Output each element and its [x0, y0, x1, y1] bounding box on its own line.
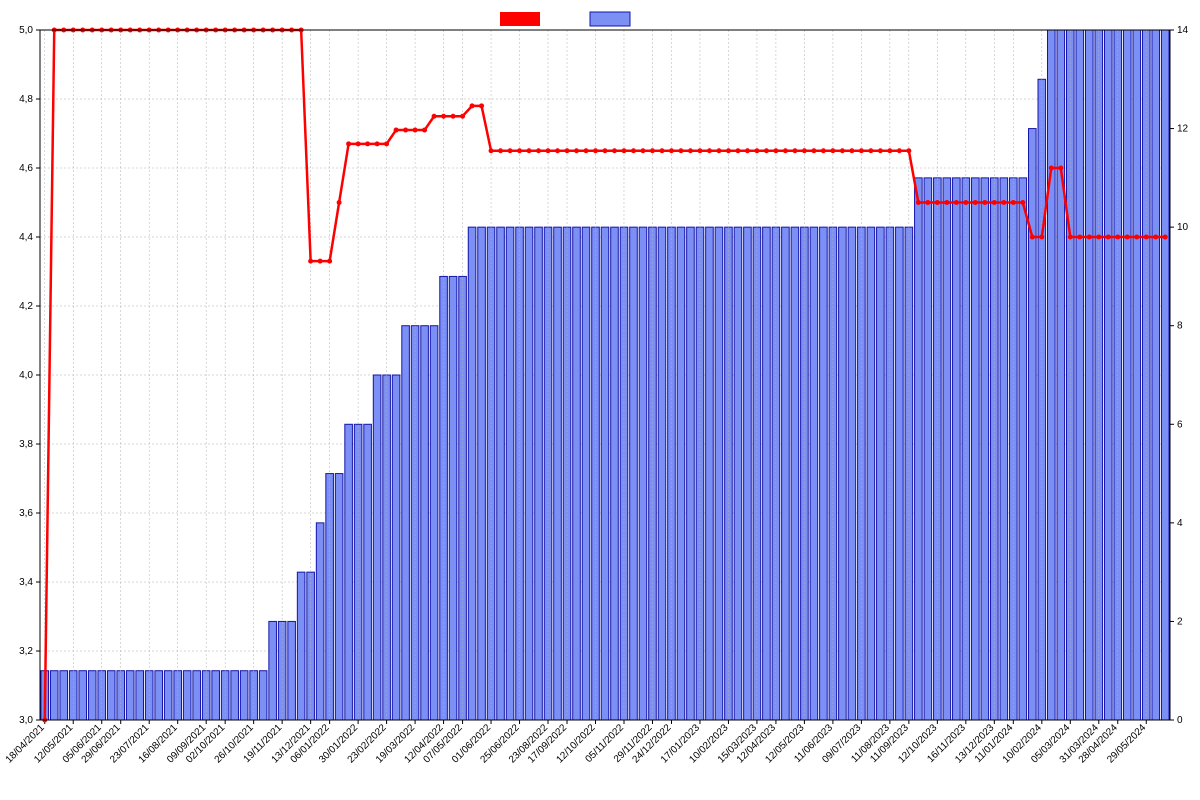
svg-text:4: 4	[1177, 518, 1183, 529]
svg-text:6: 6	[1177, 419, 1183, 430]
svg-text:4,2: 4,2	[19, 301, 33, 312]
svg-text:8: 8	[1177, 321, 1183, 332]
svg-text:14: 14	[1177, 25, 1189, 36]
chart-svg: 3,0 3,2 3,4 3,6 3,8 4,0 4,2 4,4 4,6 4,8 5,0 0 2 4 6 8 10…	[0, 0, 1200, 800]
svg-text:3,0: 3,0	[19, 715, 33, 726]
svg-text:3,2: 3,2	[19, 646, 33, 657]
svg-text:4,8: 4,8	[19, 94, 33, 105]
svg-text:4,0: 4,0	[19, 370, 33, 381]
svg-text:4,6: 4,6	[19, 163, 33, 174]
svg-text:12: 12	[1177, 124, 1189, 135]
svg-text:2: 2	[1177, 616, 1183, 627]
combo-chart: 3,0 3,2 3,4 3,6 3,8 4,0 4,2 4,4 4,6 4,8 5,0 0 2 4 6 8 10…	[0, 0, 1200, 800]
svg-text:4,4: 4,4	[19, 232, 33, 243]
svg-text:3,4: 3,4	[19, 577, 33, 588]
svg-text:3,8: 3,8	[19, 439, 33, 450]
svg-text:5,0: 5,0	[19, 25, 33, 36]
svg-text:0: 0	[1177, 715, 1183, 726]
svg-text:3,6: 3,6	[19, 508, 33, 519]
svg-text:10: 10	[1177, 222, 1189, 233]
